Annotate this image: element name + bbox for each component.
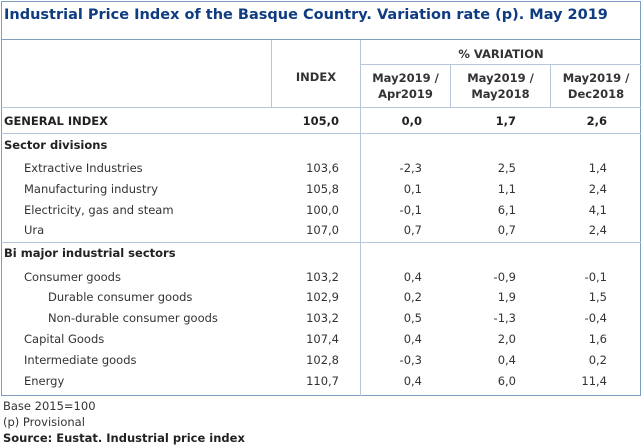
variation-rule [361,64,641,65]
header-col-may-may-line1: May2019 / [467,71,534,85]
row-var-month: 0,4 [403,270,422,284]
table-title: Industrial Price Index of the Basque Cou… [4,7,608,23]
header-index: INDEX [295,70,337,84]
general-index-row: GENERAL INDEX 105,0 0,0 1,7 2,6 [1,111,641,132]
row-label: Capital Goods [24,332,105,346]
row-var-month: 0,1 [403,182,422,196]
table-row: Energy 110,7 0,4 6,0 11,4 [1,371,641,392]
row-var-year: 1,9 [497,290,516,304]
row-label: Ura [24,223,45,237]
row-var-month: -0,1 [399,203,422,217]
row-index: 107,4 [306,332,339,346]
row-var-month: 0,4 [403,374,422,388]
row-var-year: 0,7 [497,223,516,237]
row-var-year: 0,4 [497,353,516,367]
row-var-dec: -0,1 [584,270,607,284]
table-row: Extractive Industries 103,6 -2,3 2,5 1,4 [1,158,641,179]
row-index: 102,8 [306,353,339,367]
row-label: Manufacturing industry [24,182,159,196]
row-var-dec: 0,2 [588,353,607,367]
row-var-month: 0,7 [403,223,422,237]
row-var-dec: 2,4 [588,223,607,237]
row-index: 103,2 [306,311,339,325]
section-sector-label: Sector divisions [4,138,108,152]
row-var-year: 2,0 [497,332,516,346]
row-label: Electricity, gas and steam [24,203,174,217]
row-var-month: 0,5 [403,311,422,325]
general-bottom-rule [1,133,641,134]
row-var-dec: 2,4 [588,182,607,196]
row-var-month: 0,4 [403,332,422,346]
row-index: 105,8 [306,182,339,196]
row-label: Durable consumer goods [48,290,193,304]
title-divider [1,39,641,40]
table-row: Electricity, gas and steam 100,0 -0,1 6,… [1,200,641,221]
row-index: 103,6 [306,161,339,175]
table-row: Ura 107,0 0,7 0,7 2,4 [1,220,641,241]
header-col-may-may-line2: May2018 [471,87,530,101]
row-var-year: 6,1 [497,203,516,217]
sector-bottom-rule [1,242,641,243]
general-index-label: GENERAL INDEX [4,114,109,128]
row-label: Intermediate goods [24,353,137,367]
row-index: 102,9 [306,290,339,304]
row-index: 100,0 [306,203,339,217]
general-index-var-dec: 2,6 [586,114,607,128]
row-var-dec: 1,6 [588,332,607,346]
table-row: Intermediate goods 102,8 -0,3 0,4 0,2 [1,350,641,371]
header-col-may-apr-line2: Apr2019 [378,87,433,101]
header-divider-index [271,40,272,107]
row-var-dec: 11,4 [581,374,607,388]
section-major-label: Bi major industrial sectors [4,246,176,260]
row-label: Extractive Industries [24,161,143,175]
row-var-month: 0,2 [403,290,422,304]
row-var-dec: -0,4 [584,311,607,325]
table-row: Manufacturing industry 105,8 0,1 1,1 2,4 [1,179,641,200]
row-var-dec: 4,1 [588,203,607,217]
section-heading-sector: Sector divisions [1,135,641,156]
footnote-provisional: (p) Provisional [3,415,85,429]
column-divider-v2 [550,64,551,107]
row-index: 103,2 [306,270,339,284]
header-variation: % VARIATION [458,47,544,61]
column-divider-v1 [450,64,451,107]
table-row: Capital Goods 107,4 0,4 2,0 1,6 [1,329,641,350]
header-col-may-dec: May2019 / Dec2018 [551,70,641,102]
row-var-year: 2,5 [497,161,516,175]
header-col-may-apr-line1: May2019 / [372,71,439,85]
header-col-may-dec-line2: Dec2018 [567,87,625,101]
row-var-year: -1,3 [493,311,516,325]
row-var-month: -0,3 [399,353,422,367]
row-label: Non-durable consumer goods [48,311,218,325]
table-row: Durable consumer goods 102,9 0,2 1,9 1,5 [1,287,641,308]
row-label: Consumer goods [24,270,121,284]
table-row: Non-durable consumer goods 103,2 0,5 -1,… [1,308,641,329]
general-index-value: 105,0 [302,114,339,128]
table-row: Consumer goods 103,2 0,4 -0,9 -0,1 [1,267,641,288]
header-col-may-dec-line1: May2019 / [562,71,630,85]
footnote-base: Base 2015=100 [3,399,96,413]
row-var-year: 1,1 [497,182,516,196]
column-divider-index [360,40,361,396]
row-var-year: 6,0 [497,374,516,388]
header-col-may-apr: May2019 / Apr2019 [361,70,450,102]
row-var-dec: 1,5 [588,290,607,304]
footnote-source: Source: Eustat. Industrial price index [3,431,245,445]
row-var-month: -2,3 [399,161,422,175]
general-index-var-year: 1,7 [495,114,516,128]
section-heading-major: Bi major industrial sectors [1,243,641,264]
header-col-may-may: May2019 / May2018 [451,70,550,102]
header-bottom-rule [1,107,641,108]
row-var-dec: 1,4 [588,161,607,175]
table-frame [1,1,641,396]
row-label: Energy [24,374,65,388]
general-index-var-month: 0,0 [401,114,422,128]
row-var-year: -0,9 [493,270,516,284]
row-index: 107,0 [306,223,339,237]
row-index: 110,7 [306,374,339,388]
